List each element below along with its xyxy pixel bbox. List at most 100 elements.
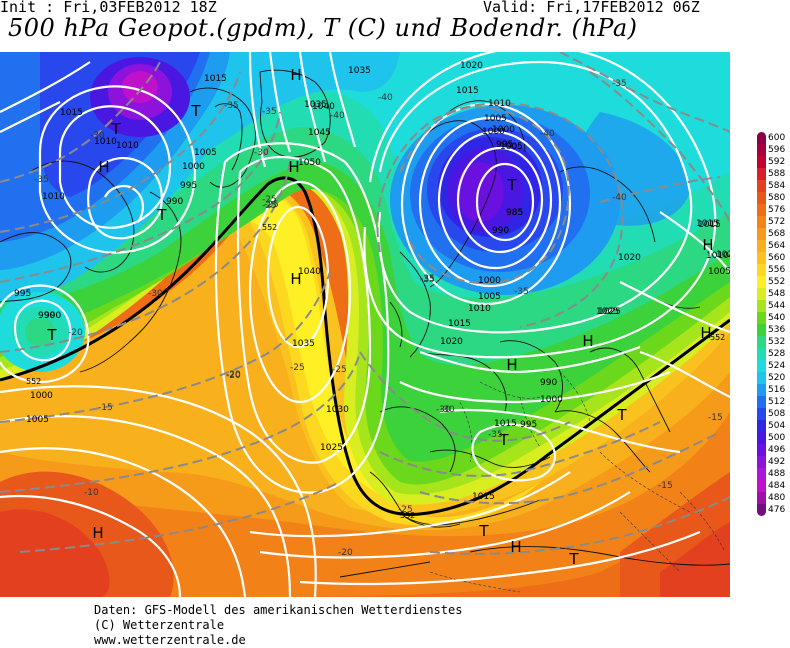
legend-row: 496 [752,444,790,456]
isotherm-label: -30 [148,289,163,299]
low-pressure-marker: T [46,326,57,344]
legend-row: 508 [752,408,790,420]
legend-label: 492 [768,457,786,467]
valid-time-label: Valid: Fri,17FEB2012 06Z [483,0,700,16]
legend-row: 536 [752,324,790,336]
isobar-label: 1010 [116,141,139,151]
legend-swatch [757,360,766,372]
isotherm-label: -10 [84,488,99,498]
legend-swatch [757,504,766,516]
legend-row: 540 [752,312,790,324]
isobar-label: 1020 [460,61,483,71]
legend-label: 512 [768,397,786,407]
isotherm-label: -35 [224,101,239,111]
high-pressure-marker: H [506,356,517,374]
isobar-label: 1040 [312,102,335,112]
legend-swatch [757,216,766,228]
isotherm-label: -35 [514,287,529,297]
legend-row: 596 [752,144,790,156]
legend-row: 568 [752,228,790,240]
credits-line-data-source: Daten: GFS-Modell des amerikanischen Wet… [94,603,463,617]
legend-swatch [757,288,766,300]
isotherm-label: -40 [330,111,345,121]
legend-label: 596 [768,145,786,155]
weather-map[interactable]: H H H H H H H H H H T T T T T T T T T 1015 1015 1010 1035 1020 1… [0,52,730,597]
legend-row: 484 [752,480,790,492]
high-pressure-marker: H [288,158,299,176]
isotherm-label: -35 [262,107,277,117]
legend-swatch [757,204,766,216]
isohypse-552-label: 552 [710,333,725,342]
legend-row: 492 [752,456,790,468]
legend-row: 600 [752,132,790,144]
legend-label: 532 [768,337,786,347]
isotherm-label: -35 [420,275,435,285]
isobar-label: 1005 [26,415,49,425]
init-time-label: Init : Fri,03FEB2012 18Z [0,0,217,16]
field-band-556 [240,191,540,526]
legend-swatch [757,156,766,168]
isobar-label: 1035 [304,100,327,110]
legend-swatch [757,408,766,420]
legend-swatch [757,192,766,204]
isotherm-label: -15 [98,403,113,413]
legend-swatch [757,312,766,324]
high-pressure-marker: H [510,538,521,556]
legend-label: 508 [768,409,786,419]
isobar-label: 1015 [60,108,83,118]
legend-label: 476 [768,505,786,515]
isotherm-label: -30 [90,131,105,141]
isobar-label: 1000 [482,127,505,137]
isobar-label: 985 [506,208,523,218]
isobar-label: 1020 [618,253,641,263]
country-borders [429,371,726,593]
isobar-label: 1010 [42,192,65,202]
legend-label: 576 [768,205,786,215]
isobar-label: 1015 [698,220,721,230]
isobar-label: 1000 [182,162,205,172]
legend-row: 592 [752,156,790,168]
legend-swatch [757,480,766,492]
legend-label: 560 [768,253,786,263]
legend-label: 592 [768,157,786,167]
isobar-label: 1010 [94,137,117,147]
map-title: 500 hPa Geopot.(gpdm), T (C) und Bodendr… [8,14,638,42]
credits-block: Daten: GFS-Modell des amerikanischen Wet… [94,603,462,648]
isotherm-label: -30 [440,405,455,415]
credits-line-website[interactable]: www.wetterzentrale.de [94,633,246,647]
legend-row: 504 [752,420,790,432]
legend-swatch [757,144,766,156]
legend-row: 576 [752,204,790,216]
legend-row: 584 [752,180,790,192]
legend-label: 580 [768,193,786,203]
legend-swatch [757,384,766,396]
isobar-label: 1020 [440,337,463,347]
legend-label: 584 [768,181,786,191]
isobar-label: 995 [180,181,197,191]
isotherm-label: -20 [226,371,241,381]
legend-label: 500 [768,433,786,443]
isobar-label: 1025 [596,307,619,317]
isobar-label: 1015 [494,419,517,429]
legend-label: 504 [768,421,786,431]
legend-swatch [757,300,766,312]
legend-label: 488 [768,469,786,479]
isotherm-label: -25 [290,363,305,373]
legend-label: 548 [768,289,786,299]
legend-label: 540 [768,313,786,323]
legend-label: 536 [768,325,786,335]
high-pressure-marker: H [290,270,301,288]
isobar-label: 990 [44,311,61,321]
legend-row: 532 [752,336,790,348]
isobar-label: 995 [496,140,513,150]
field-low-496 [456,162,504,222]
legend-label: 516 [768,385,786,395]
isotherm-label: -40 [378,93,393,103]
legend-label: 480 [768,493,786,503]
legend-swatch [757,432,766,444]
isobar-label: 1000 [492,125,515,135]
field-se-high-580 [660,522,730,597]
isobar-label: 1010 [488,99,511,109]
low-pressure-marker: T [478,522,489,540]
